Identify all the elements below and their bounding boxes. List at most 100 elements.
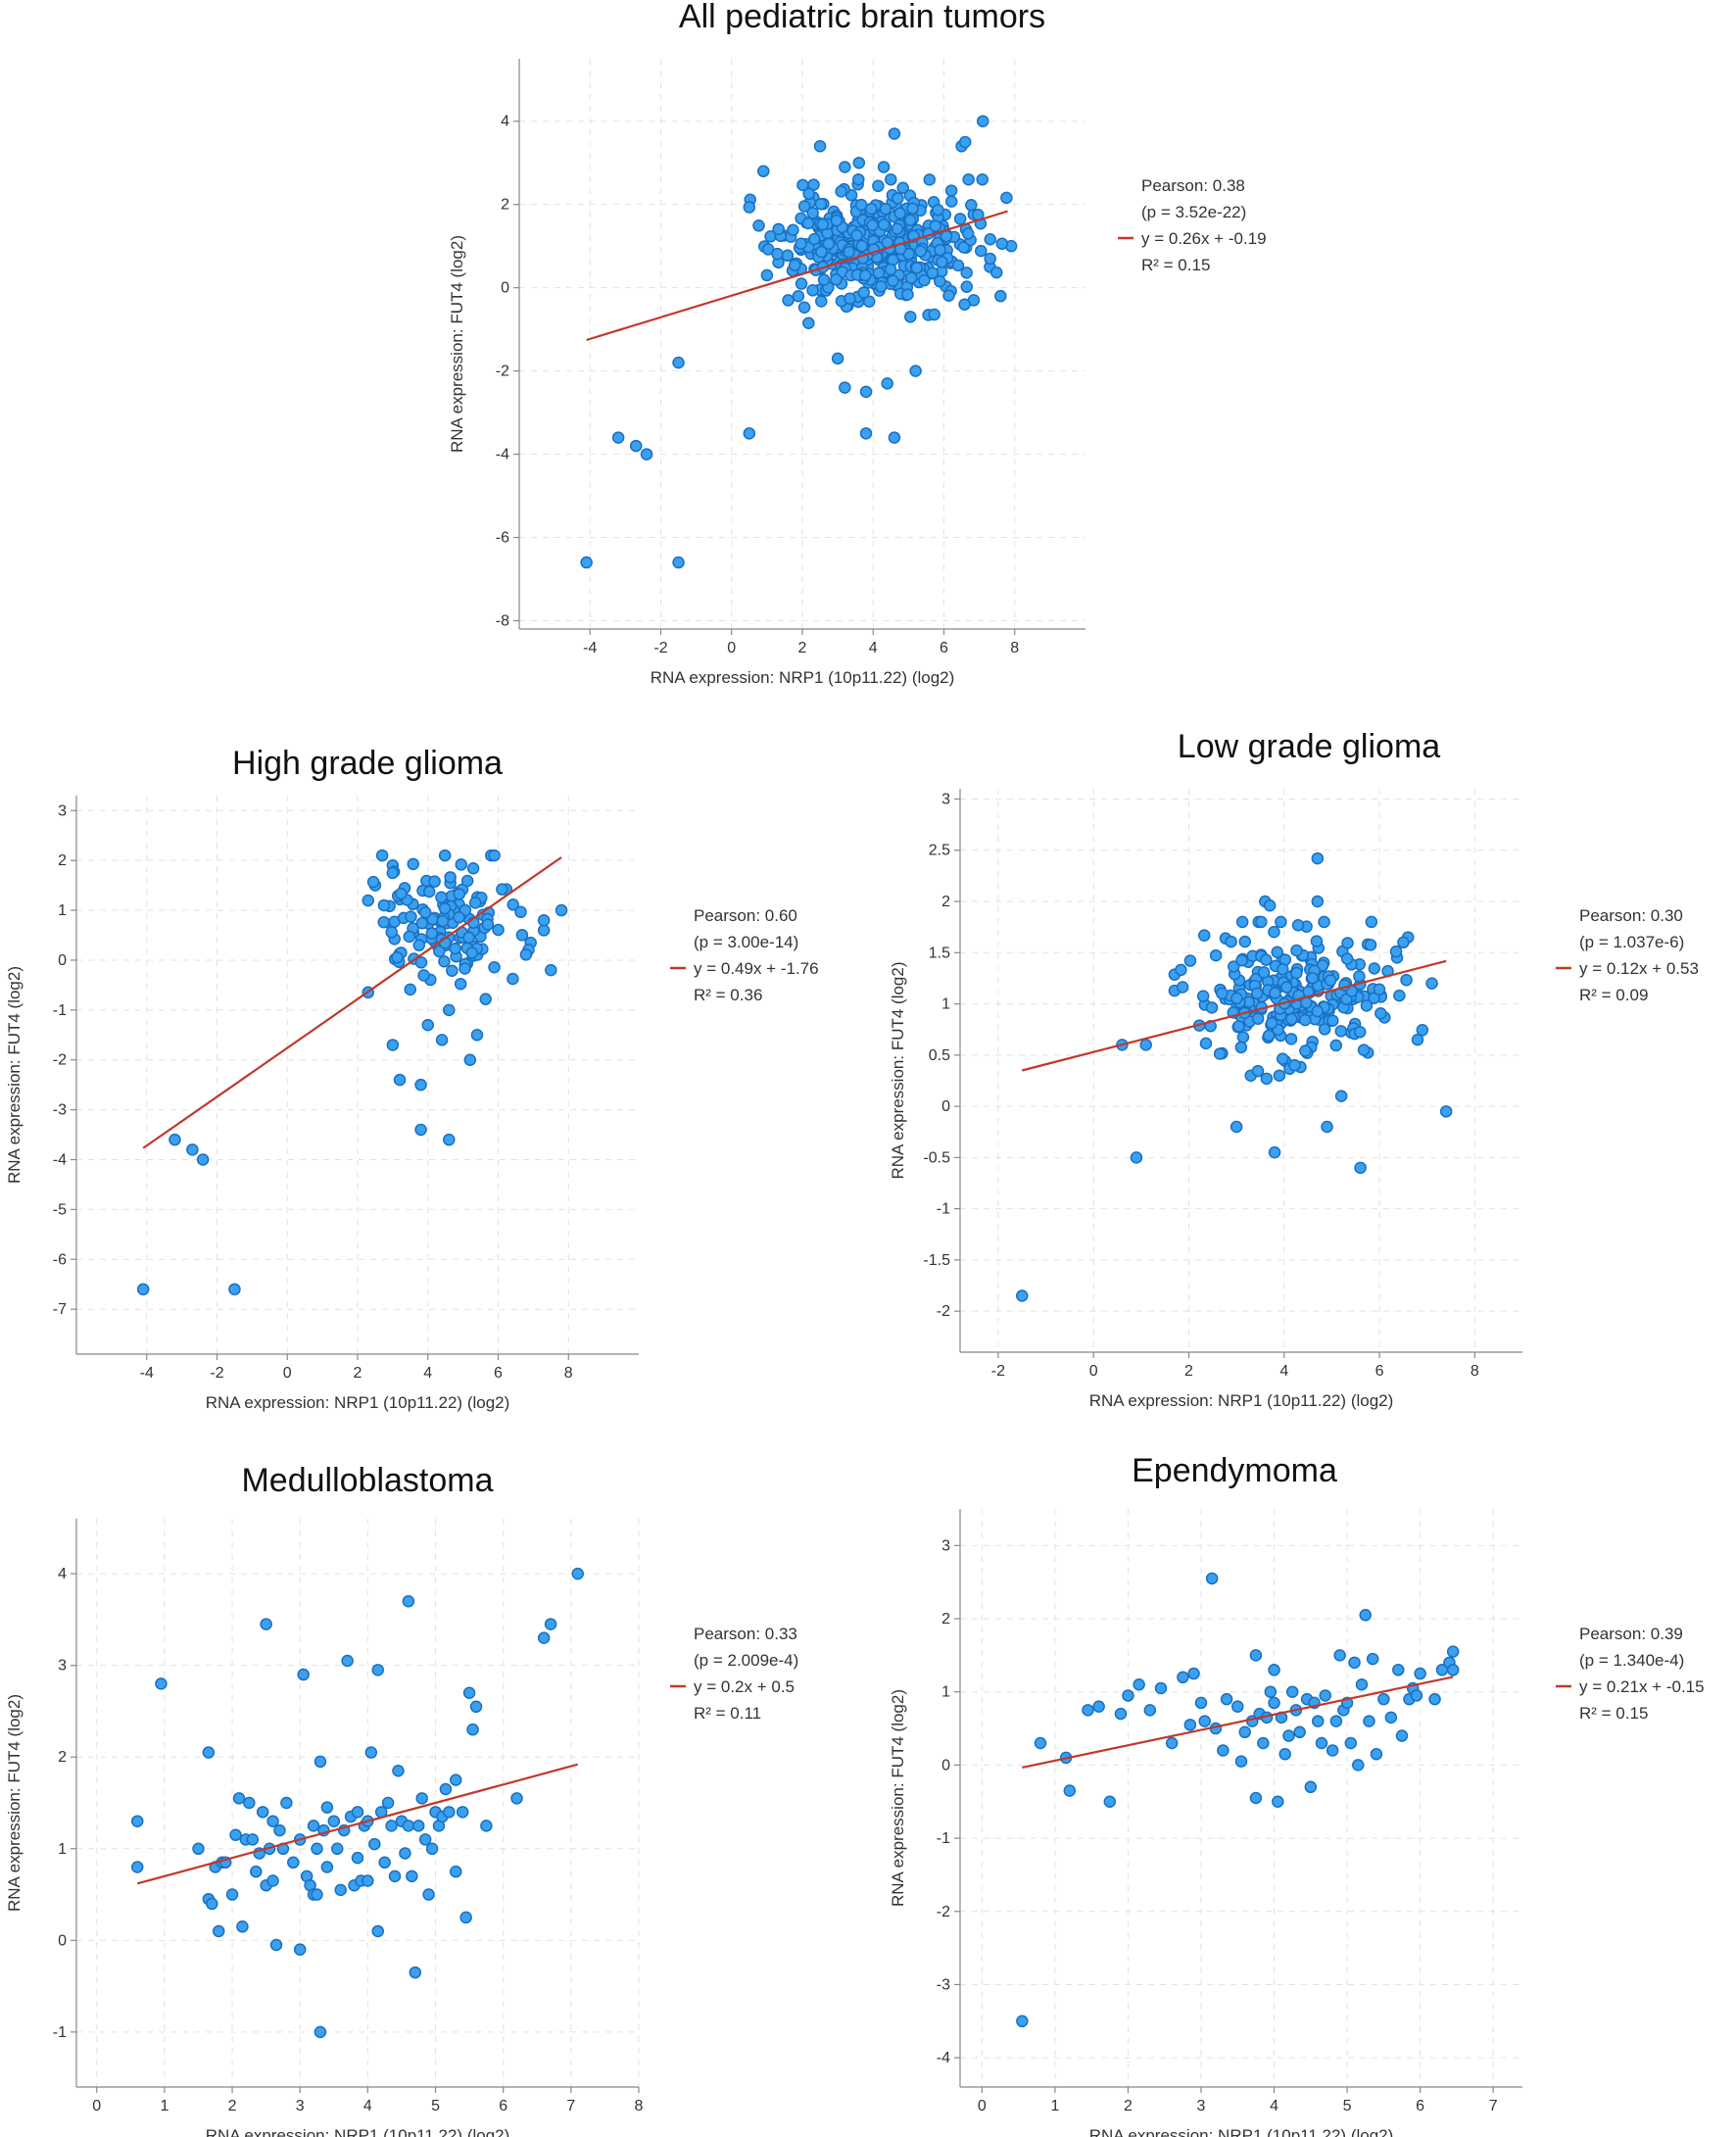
data-point xyxy=(488,960,501,974)
data-point xyxy=(1353,970,1366,983)
data-point xyxy=(1257,966,1271,979)
data-point xyxy=(341,1654,354,1668)
data-point xyxy=(1230,1120,1243,1134)
equation-label: y = 0.21x + -0.15 xyxy=(1579,1677,1705,1696)
data-point xyxy=(406,1870,418,1883)
data-point xyxy=(1333,1649,1346,1662)
data-point xyxy=(975,244,988,258)
data-point xyxy=(1359,1609,1372,1622)
data-point xyxy=(1279,981,1293,994)
y-tick-label: 2.5 xyxy=(929,843,950,859)
data-point xyxy=(1199,1037,1213,1050)
y-tick-label: 4 xyxy=(58,1566,67,1582)
data-point xyxy=(1265,1016,1278,1030)
data-point xyxy=(752,219,765,232)
y-axis-label: RNA expression: FUT4 (log2) xyxy=(889,961,907,1179)
data-point xyxy=(891,222,904,235)
data-point xyxy=(455,858,468,871)
data-point xyxy=(545,963,557,977)
p-value-label: (p = 3.00e-14) xyxy=(694,933,798,951)
data-point xyxy=(422,1888,435,1901)
data-point xyxy=(815,295,828,308)
data-point xyxy=(453,911,465,924)
data-point xyxy=(944,184,958,197)
data-point xyxy=(415,1792,428,1805)
data-point xyxy=(450,1773,462,1786)
data-point xyxy=(909,364,922,377)
data-point xyxy=(984,232,997,246)
data-point xyxy=(1232,1020,1245,1033)
data-point xyxy=(906,202,919,216)
data-point xyxy=(186,1143,199,1156)
data-point xyxy=(446,964,458,977)
data-point xyxy=(458,962,471,975)
data-point xyxy=(519,948,533,961)
data-point xyxy=(571,1567,585,1580)
x-tick-label: 8 xyxy=(635,2098,644,2114)
data-point xyxy=(879,203,892,216)
x-axis-label: RNA expression: NRP1 (10p11.22) (log2) xyxy=(1089,2126,1394,2137)
data-point xyxy=(243,1796,256,1810)
data-point xyxy=(1194,1696,1208,1710)
data-point xyxy=(377,915,390,929)
data-point xyxy=(1370,1747,1383,1761)
y-tick-label: 2 xyxy=(58,1749,67,1766)
data-point xyxy=(850,228,863,242)
data-point xyxy=(1268,925,1280,939)
data-point xyxy=(1217,1744,1230,1757)
data-point xyxy=(391,950,404,964)
data-points xyxy=(1015,851,1453,1302)
data-point xyxy=(875,280,888,293)
data-point xyxy=(438,955,451,968)
data-point xyxy=(1225,935,1237,948)
stats-legend: Pearson: 0.38 (p = 3.52e-22) y = 0.26x + -… xyxy=(1118,176,1267,274)
data-point xyxy=(580,556,593,569)
data-point xyxy=(989,266,1003,279)
data-point xyxy=(743,427,756,440)
data-point xyxy=(465,947,479,959)
data-point xyxy=(830,273,843,286)
panel-medulloblastoma: Medulloblastoma 0 1 2 3 4 5 6 7 8 -1 0 1 2 3 4 RNA expre… xyxy=(5,1462,798,2137)
data-point xyxy=(443,1133,456,1146)
data-point xyxy=(311,1842,323,1856)
data-point xyxy=(212,1924,225,1938)
data-points xyxy=(1016,1572,1460,2028)
data-point xyxy=(1015,1289,1029,1302)
data-point xyxy=(1285,1685,1299,1698)
x-tick-label: 0 xyxy=(978,2098,987,2114)
data-point xyxy=(942,289,955,303)
y-tick-label: 3 xyxy=(58,1658,67,1675)
data-point xyxy=(1262,1029,1276,1043)
data-point xyxy=(1269,987,1281,999)
data-point xyxy=(449,942,461,955)
y-tick-label: -1 xyxy=(937,1830,950,1847)
y-tick-label: -5 xyxy=(53,1201,67,1218)
data-point xyxy=(1220,1692,1233,1706)
y-tick-label: -8 xyxy=(496,613,509,630)
data-point xyxy=(788,259,801,271)
chart-title: Medulloblastoma xyxy=(241,1462,493,1499)
data-point xyxy=(1209,948,1223,962)
data-point xyxy=(403,930,416,944)
data-point xyxy=(965,199,978,212)
data-point xyxy=(460,874,474,888)
data-point xyxy=(1255,915,1268,929)
data-point xyxy=(459,1911,472,1924)
data-point xyxy=(1260,1072,1274,1086)
data-point xyxy=(1251,1012,1265,1025)
data-point xyxy=(334,1883,347,1897)
data-point xyxy=(269,1938,283,1952)
data-point xyxy=(839,161,851,173)
y-tick-label: -4 xyxy=(496,447,509,463)
data-point xyxy=(506,899,520,911)
x-tick-label: 0 xyxy=(92,2098,101,2114)
data-point xyxy=(364,1746,378,1759)
data-point xyxy=(375,849,389,862)
data-point xyxy=(877,161,891,173)
data-point xyxy=(802,187,815,201)
data-point xyxy=(1291,919,1305,932)
regression-line xyxy=(136,1763,579,1885)
data-point xyxy=(313,1755,327,1769)
data-point xyxy=(884,263,897,276)
data-point xyxy=(910,262,924,274)
